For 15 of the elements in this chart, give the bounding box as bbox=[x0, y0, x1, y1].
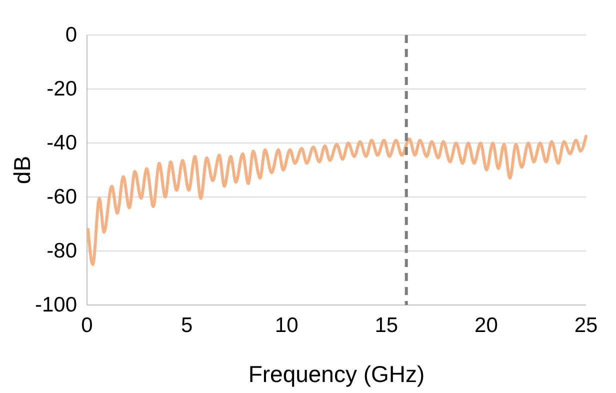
x-tick-label: 0 bbox=[81, 314, 93, 337]
y-tick-label: -60 bbox=[46, 186, 77, 209]
y-axis-title: dB bbox=[9, 156, 35, 184]
x-tick-label: 15 bbox=[374, 314, 398, 337]
y-tick-label: 0 bbox=[65, 24, 77, 47]
y-tick-label: -20 bbox=[46, 78, 77, 101]
x-tick-label: 10 bbox=[274, 314, 298, 337]
x-tick-label: 25 bbox=[574, 314, 598, 337]
x-tick-label: 20 bbox=[474, 314, 498, 337]
x-tick-label: 5 bbox=[180, 314, 193, 337]
y-tick-label: -100 bbox=[34, 294, 77, 317]
line-series bbox=[86, 134, 588, 266]
y-tick-label: -80 bbox=[46, 240, 77, 263]
y-tick-label: -40 bbox=[46, 132, 77, 155]
x-axis-title: Frequency (GHz) bbox=[248, 361, 425, 387]
